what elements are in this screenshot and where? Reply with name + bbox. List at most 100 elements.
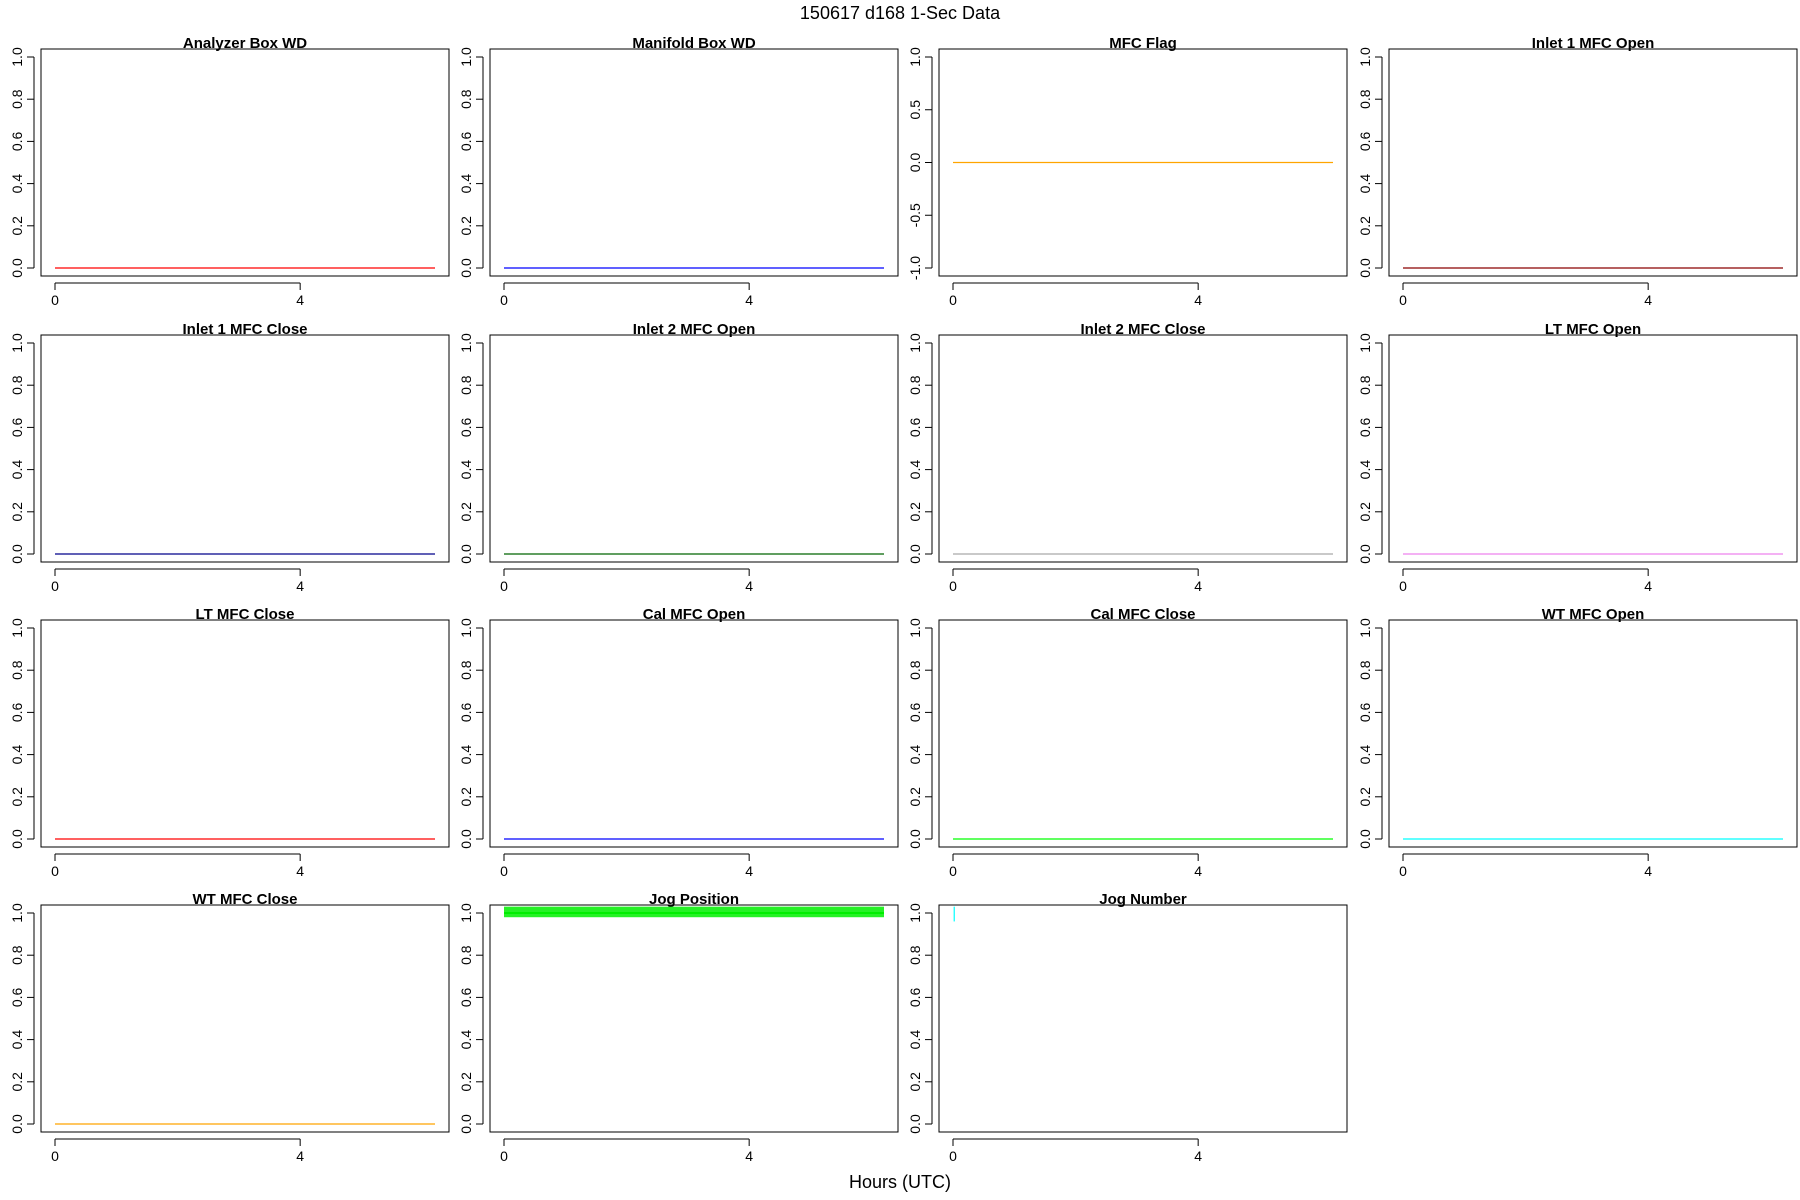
y-tick-label: 0.0 — [9, 544, 25, 564]
panel-7: Inlet 2 MFC Close 0 4 0.0 0.2 0.4 0.6 0.8 1.0 — [907, 321, 1348, 594]
y-tick-label: 0.4 — [458, 174, 474, 194]
y-tick-label: 0.6 — [907, 417, 923, 437]
panel-14: Jog Position 0 4 0.0 0.2 0.4 0.6 0.8 1.0 — [458, 891, 899, 1164]
x-tick-label: 4 — [296, 578, 304, 594]
y-tick-label: 0.4 — [1357, 460, 1373, 480]
y-tick-label: 0.0 — [9, 1114, 25, 1134]
y-tick-label: 0.0 — [907, 1114, 923, 1134]
y-tick-label: 0.0 — [1357, 544, 1373, 564]
y-tick-label: 0.6 — [1357, 131, 1373, 151]
y-tick-label: 0.0 — [9, 829, 25, 849]
panel-11: Cal MFC Close 0 4 0.0 0.2 0.4 0.6 0.8 1.0 — [907, 606, 1348, 879]
plot-frame — [1388, 48, 1798, 277]
x-tick-label: 0 — [1399, 863, 1407, 879]
y-tick-label: 0.4 — [907, 745, 923, 765]
panel-title: Inlet 2 MFC Open — [633, 321, 756, 338]
y-tick-label: 0.0 — [907, 544, 923, 564]
y-tick-label: 0.6 — [458, 702, 474, 722]
y-tick-label: 0.6 — [9, 131, 25, 151]
y-tick-label: 1.0 — [458, 333, 474, 353]
x-tick-label: 0 — [949, 863, 957, 879]
y-tick-label: 1.0 — [458, 903, 474, 923]
plot-frame — [1388, 334, 1798, 563]
y-tick-label: -0.5 — [907, 203, 923, 227]
x-tick-label: 0 — [949, 578, 957, 594]
y-tick-label: 1.0 — [458, 47, 474, 67]
y-tick-label: 0.8 — [1357, 375, 1373, 395]
y-tick-label: 0.2 — [1357, 787, 1373, 807]
y-tick-label: 0.0 — [458, 829, 474, 849]
y-tick-label: 0.8 — [458, 89, 474, 109]
x-tick-label: 0 — [500, 863, 508, 879]
x-tick-label: 4 — [745, 578, 753, 594]
y-tick-label: -1.0 — [907, 256, 923, 280]
y-tick-label: 1.0 — [907, 47, 923, 67]
plot-frame — [1388, 619, 1798, 848]
y-tick-label: 0.0 — [1357, 829, 1373, 849]
y-tick-label: 0.8 — [907, 660, 923, 680]
x-tick-label: 0 — [500, 1148, 508, 1164]
y-tick-label: 0.4 — [9, 1030, 25, 1050]
y-tick-label: 1.0 — [9, 903, 25, 923]
y-tick-label: 0.0 — [1357, 258, 1373, 278]
y-tick-label: 0.6 — [458, 987, 474, 1007]
panel-title: Jog Number — [1099, 891, 1187, 908]
x-tick-label: 4 — [296, 863, 304, 879]
y-tick-label: 1.0 — [9, 333, 25, 353]
y-tick-label: 0.6 — [9, 702, 25, 722]
y-tick-label: 0.0 — [907, 829, 923, 849]
panel-title: LT MFC Close — [196, 606, 295, 623]
plot-frame — [489, 619, 899, 848]
y-tick-label: 0.6 — [1357, 702, 1373, 722]
y-tick-label: 0.6 — [9, 417, 25, 437]
plot-frame — [938, 334, 1348, 563]
y-tick-label: 0.8 — [9, 89, 25, 109]
y-tick-label: 1.0 — [907, 618, 923, 638]
plot-frame — [938, 48, 1348, 277]
panel-8: LT MFC Open 0 4 0.0 0.2 0.4 0.6 0.8 1.0 — [1357, 321, 1798, 594]
panel-title: Analyzer Box WD — [183, 35, 307, 52]
panel-title: WT MFC Open — [1542, 606, 1644, 623]
panel-title: Inlet 1 MFC Open — [1532, 35, 1655, 52]
y-tick-label: 0.8 — [458, 945, 474, 965]
y-tick-label: 0.6 — [458, 131, 474, 151]
panel-10: Cal MFC Open 0 4 0.0 0.2 0.4 0.6 0.8 1.0 — [458, 606, 899, 879]
x-tick-label: 4 — [1194, 292, 1202, 308]
panel-title: Cal MFC Close — [1090, 606, 1195, 623]
y-tick-label: 0.4 — [907, 460, 923, 480]
panel-title: Inlet 1 MFC Close — [182, 321, 307, 338]
panel-title: Manifold Box WD — [632, 35, 755, 52]
x-tick-label: 4 — [1194, 578, 1202, 594]
panel-13: WT MFC Close 0 4 0.0 0.2 0.4 0.6 0.8 1.0 — [9, 891, 450, 1164]
y-tick-label: 0.4 — [458, 460, 474, 480]
y-tick-label: 0.4 — [458, 745, 474, 765]
y-tick-label: 0.0 — [907, 153, 923, 173]
plot-frame — [40, 48, 450, 277]
y-tick-label: 0.8 — [9, 660, 25, 680]
x-tick-label: 0 — [949, 1148, 957, 1164]
x-tick-label: 4 — [296, 292, 304, 308]
y-tick-label: 0.6 — [1357, 417, 1373, 437]
x-tick-label: 4 — [1644, 578, 1652, 594]
panel-6: Inlet 2 MFC Open 0 4 0.0 0.2 0.4 0.6 0.8 1.0 — [458, 321, 899, 594]
x-tick-label: 0 — [1399, 292, 1407, 308]
y-tick-label: 1.0 — [9, 47, 25, 67]
y-tick-label: 0.8 — [1357, 660, 1373, 680]
y-tick-label: 0.6 — [458, 417, 474, 437]
y-tick-label: 0.2 — [9, 502, 25, 522]
plot-frame — [489, 904, 899, 1133]
panel-2: Manifold Box WD 0 4 0.0 0.2 0.4 0.6 0.8 1.0 — [458, 35, 899, 308]
y-tick-label: 0.8 — [9, 375, 25, 395]
panel-title: Inlet 2 MFC Close — [1080, 321, 1205, 338]
x-tick-label: 4 — [1644, 292, 1652, 308]
y-tick-label: 0.2 — [458, 502, 474, 522]
y-tick-label: 0.2 — [458, 216, 474, 236]
panel-title: LT MFC Open — [1545, 321, 1641, 338]
y-tick-label: 0.0 — [458, 258, 474, 278]
plot-frame — [938, 904, 1348, 1133]
series-band — [504, 906, 884, 918]
y-tick-label: 0.8 — [458, 660, 474, 680]
y-tick-label: 0.4 — [1357, 745, 1373, 765]
